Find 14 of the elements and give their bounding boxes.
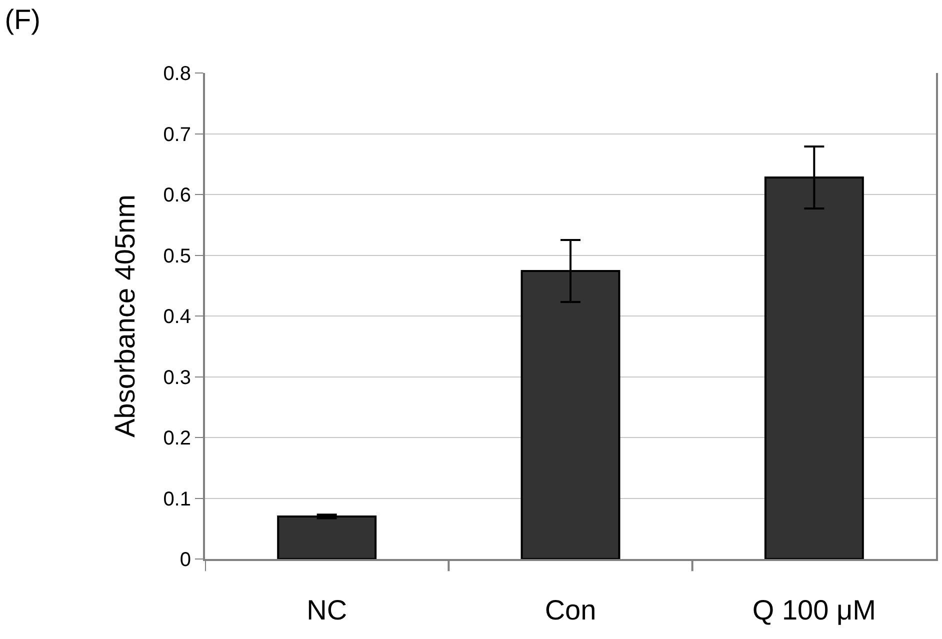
y-tick-label: 0.3 (163, 366, 191, 389)
y-tick-label: 0.8 (163, 63, 191, 85)
chart-title: (F) (4, 4, 40, 36)
y-axis-title: Absorbance 405nm (109, 194, 140, 438)
x-tick-label: NC (306, 594, 348, 626)
y-tick-label: 0.2 (163, 428, 191, 450)
x-tick-label: Con (544, 594, 596, 626)
y-tick-label: 0.1 (163, 488, 191, 510)
x-tick-label: Q 100 μM (752, 594, 876, 626)
y-tick-label: 0.5 (163, 245, 191, 268)
y-tick-label: 0 (180, 549, 191, 571)
y-tick-label: 0.4 (163, 306, 191, 328)
y-tick-label: 0.6 (163, 184, 191, 206)
y-tick-label: 0.7 (163, 124, 191, 146)
